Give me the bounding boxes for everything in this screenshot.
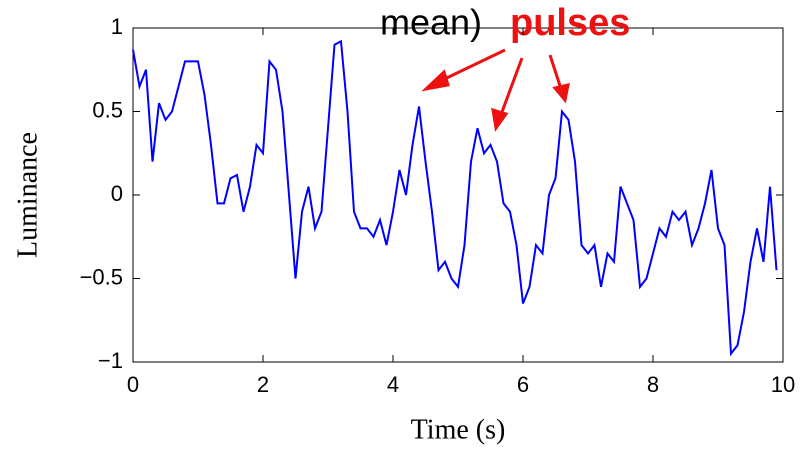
- y-axis-label: Luminance: [12, 132, 43, 258]
- x-tick-label: 6: [517, 372, 529, 397]
- y-tick-label: 0.5: [92, 97, 123, 122]
- y-tick-label: −0.5: [80, 264, 123, 289]
- x-tick-label: 8: [647, 372, 659, 397]
- x-tick-label: 0: [127, 372, 139, 397]
- annotation: pulses: [510, 2, 630, 44]
- data-line: [132, 39, 778, 357]
- plot-frame: [132, 27, 784, 363]
- x-tick-label: 10: [771, 372, 795, 397]
- y-tick-label: −1: [98, 348, 123, 373]
- x-tick-label: 4: [387, 372, 399, 397]
- y-tick-label: 1: [111, 14, 123, 39]
- x-axis-label: Time (s): [411, 414, 506, 445]
- x-tick-label: 2: [257, 372, 269, 397]
- annotation: mean): [380, 2, 482, 43]
- y-tick-label: 0: [111, 181, 123, 206]
- arrows: [421, 48, 570, 132]
